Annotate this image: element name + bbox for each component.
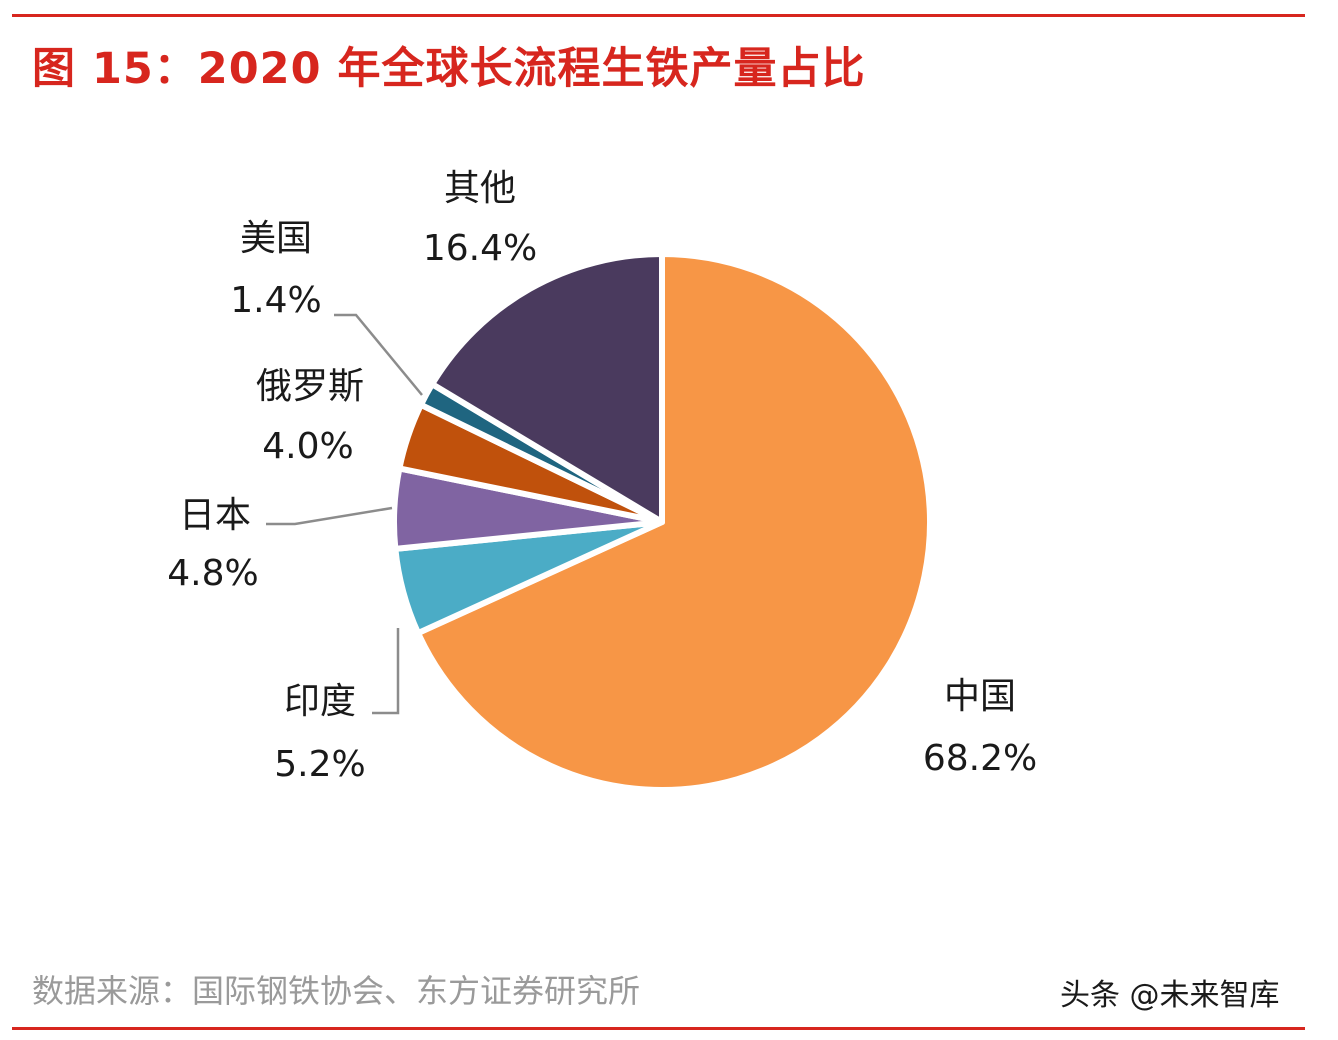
slice-name-label: 印度 bbox=[284, 681, 356, 722]
slice-name-label: 中国 bbox=[944, 676, 1016, 717]
slice-percent-label: 1.4% bbox=[230, 280, 321, 321]
slice-name-label: 其他 bbox=[444, 168, 516, 209]
bottom-rule bbox=[12, 1027, 1305, 1030]
slice-name-label: 美国 bbox=[240, 218, 312, 259]
chart-title: 图 15：2020 年全球长流程生铁产量占比 bbox=[32, 44, 866, 94]
slice-percent-label: 4.0% bbox=[262, 426, 353, 467]
data-source-note: 数据来源：国际钢铁协会、东方证券研究所 bbox=[32, 972, 641, 1010]
leader-line-5 bbox=[334, 313, 423, 396]
slice-name-label: 日本 bbox=[179, 495, 251, 536]
pie-slice-6 bbox=[429, 251, 665, 525]
slice-percent-label: 4.8% bbox=[167, 553, 258, 594]
leader-line-3 bbox=[266, 506, 393, 526]
top-rule bbox=[12, 14, 1305, 17]
slice-percent-label: 68.2% bbox=[923, 738, 1037, 779]
leader-lines bbox=[266, 313, 423, 715]
slice-name-label: 俄罗斯 bbox=[256, 366, 364, 407]
slice-labels: 中国 68.2% 印度 5.2% 日本 4.8% 俄罗斯 4.0% 美国 1.4% 其他 16.4% bbox=[167, 168, 1037, 785]
slice-percent-label: 16.4% bbox=[423, 228, 537, 269]
leader-line-2 bbox=[372, 628, 400, 715]
pie-slices bbox=[391, 251, 933, 793]
watermark: 头条 @未来智库 bbox=[1060, 978, 1280, 1013]
slice-percent-label: 5.2% bbox=[274, 744, 365, 785]
pie-slice-1 bbox=[415, 251, 933, 793]
